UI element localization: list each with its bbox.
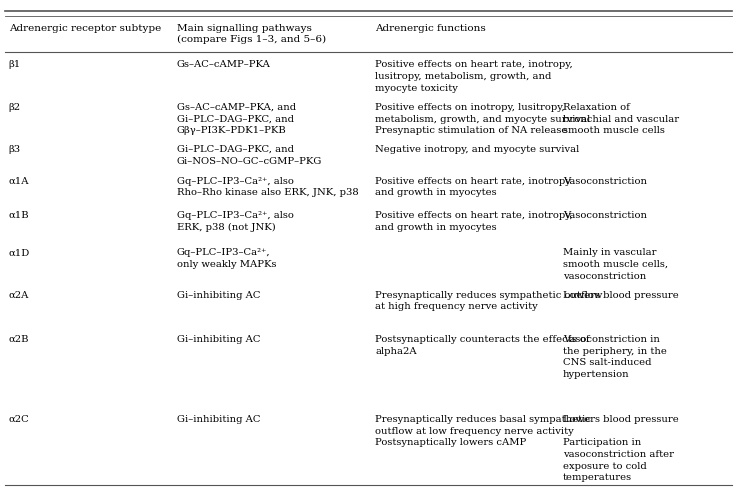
Text: Adrenergic functions: Adrenergic functions — [375, 24, 486, 32]
Text: α1B: α1B — [9, 211, 29, 220]
Text: Adrenergic receptor subtype: Adrenergic receptor subtype — [9, 24, 161, 32]
Text: Presynaptically reduces sympathetic outflow
at high frequency nerve activity: Presynaptically reduces sympathetic outf… — [375, 291, 603, 311]
Text: Main signalling pathways
(compare Figs 1–3, and 5–6): Main signalling pathways (compare Figs 1… — [177, 24, 326, 44]
Text: Positive effects on heart rate, inotropy,
and growth in myocytes: Positive effects on heart rate, inotropy… — [375, 211, 573, 232]
Text: Relaxation of
bronchial and vascular
smooth muscle cells: Relaxation of bronchial and vascular smo… — [563, 103, 679, 136]
Text: α2B: α2B — [9, 335, 29, 344]
Text: Presynaptically reduces basal sympathetic
outflow at low frequency nerve activit: Presynaptically reduces basal sympatheti… — [375, 415, 591, 447]
Text: Lowers blood pressure: Lowers blood pressure — [563, 291, 679, 300]
Text: Positive effects on heart rate, inotropy,
lusitropy, metabolism, growth, and
myo: Positive effects on heart rate, inotropy… — [375, 60, 573, 93]
Text: Gi–inhibiting AC: Gi–inhibiting AC — [177, 291, 260, 300]
Text: Positive effects on heart rate, inotropy
and growth in myocytes: Positive effects on heart rate, inotropy… — [375, 177, 571, 197]
Text: Positive effects on inotropy, lusitropy,
metabolism, growth, and myocyte surviva: Positive effects on inotropy, lusitropy,… — [375, 103, 590, 136]
Text: Vasoconstriction: Vasoconstriction — [563, 177, 647, 186]
Text: Gs–AC–cAMP–PKA, and
Gi–PLC–DAG–PKC, and
Gβγ–PI3K–PDK1–PKB: Gs–AC–cAMP–PKA, and Gi–PLC–DAG–PKC, and … — [177, 103, 296, 136]
Text: β3: β3 — [9, 145, 21, 154]
Text: Gi–PLC–DAG–PKC, and
Gi–NOS–NO–GC–cGMP–PKG: Gi–PLC–DAG–PKC, and Gi–NOS–NO–GC–cGMP–PK… — [177, 145, 322, 165]
Text: Negative inotropy, and myocyte survival: Negative inotropy, and myocyte survival — [375, 145, 580, 154]
Text: Vasoconstriction in
the periphery, in the
CNS salt-induced
hypertension: Vasoconstriction in the periphery, in th… — [563, 335, 667, 379]
Text: Gi–inhibiting AC: Gi–inhibiting AC — [177, 335, 260, 344]
Text: Gq–PLC–IP3–Ca²⁺,
only weakly MAPKs: Gq–PLC–IP3–Ca²⁺, only weakly MAPKs — [177, 248, 276, 269]
Text: Gi–inhibiting AC: Gi–inhibiting AC — [177, 415, 260, 424]
Text: Mainly in vascular
smooth muscle cells,
vasoconstriction: Mainly in vascular smooth muscle cells, … — [563, 248, 668, 281]
Text: α1A: α1A — [9, 177, 29, 186]
Text: β1: β1 — [9, 60, 21, 69]
Text: α2C: α2C — [9, 415, 29, 424]
Text: α2A: α2A — [9, 291, 29, 300]
Text: Lowers blood pressure

Participation in
vasoconstriction after
exposure to cold
: Lowers blood pressure Participation in v… — [563, 415, 679, 482]
Text: Vasoconstriction: Vasoconstriction — [563, 211, 647, 220]
Text: Gq–PLC–IP3–Ca²⁺, also
Rho–Rho kinase also ERK, JNK, p38: Gq–PLC–IP3–Ca²⁺, also Rho–Rho kinase als… — [177, 177, 358, 197]
Text: Postsynaptically counteracts the effects of
alpha2A: Postsynaptically counteracts the effects… — [375, 335, 590, 355]
Text: α1D: α1D — [9, 248, 30, 257]
Text: Gq–PLC–IP3–Ca²⁺, also
ERK, p38 (not JNK): Gq–PLC–IP3–Ca²⁺, also ERK, p38 (not JNK) — [177, 211, 294, 232]
Text: Gs–AC–cAMP–PKA: Gs–AC–cAMP–PKA — [177, 60, 271, 69]
Text: β2: β2 — [9, 103, 21, 112]
